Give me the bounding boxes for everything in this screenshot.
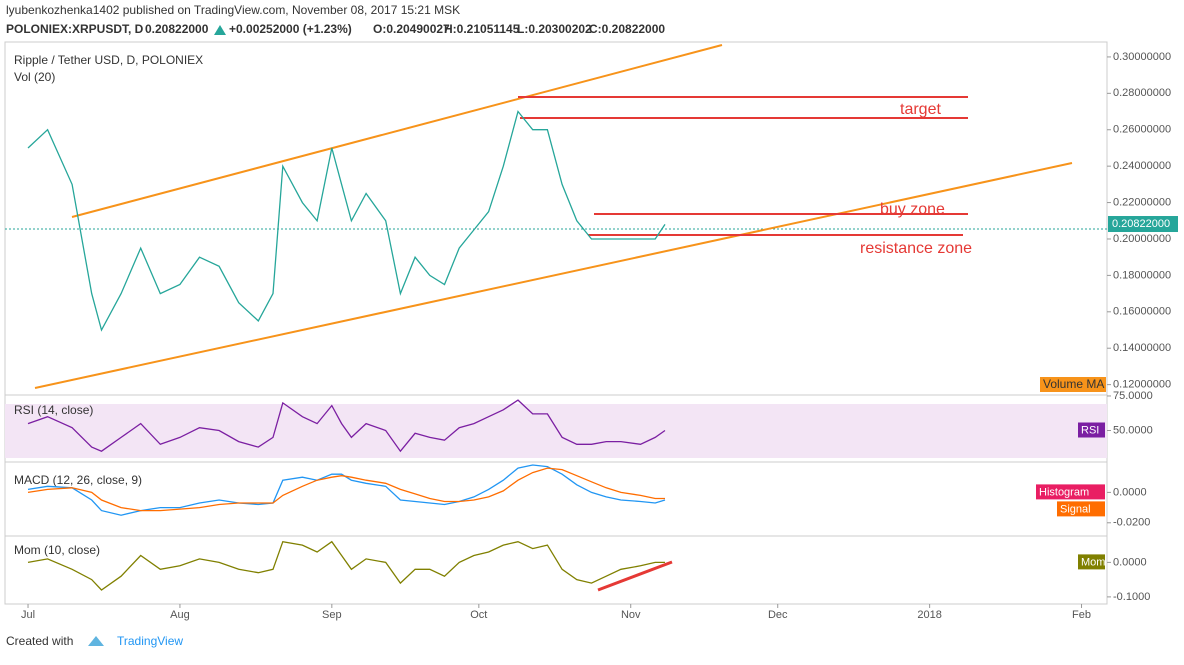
y-tick-label: 0.26000000	[1113, 124, 1171, 136]
up-arrow	[214, 25, 226, 35]
x-tick-label: 2018	[917, 609, 941, 621]
last-value-badge	[1108, 216, 1178, 233]
legend-badge	[1057, 501, 1105, 517]
pane-title: RSI (14, close)	[14, 403, 93, 417]
badge	[1078, 554, 1105, 570]
quote-line: POLONIEX:XRPUSDT, D 0.20822000 +0.002520…	[6, 22, 665, 36]
rsi-band	[5, 404, 1107, 458]
x-tick-label: Dec	[768, 609, 788, 621]
y-tick-label: 0.12000000	[1113, 379, 1171, 391]
y-tick-label: 50.0000	[1113, 424, 1153, 436]
footer-created: Created with	[6, 634, 73, 648]
last-value-label: 0.20822000	[1112, 218, 1170, 230]
chart-frame	[4, 41, 1108, 605]
badge	[1036, 484, 1105, 500]
series-line	[27, 467, 665, 512]
y-tick-label: 0.0000	[1113, 556, 1147, 568]
y-tick-label: -0.1000	[1113, 591, 1150, 603]
x-tick-label: Nov	[621, 609, 641, 621]
badge-label: Mom	[1081, 556, 1105, 568]
y-tick-label: 0.22000000	[1113, 196, 1171, 208]
badge	[1040, 377, 1106, 392]
y-tick-label: 0.14000000	[1113, 342, 1171, 354]
volume-label: Volume MA	[1043, 377, 1104, 391]
series-line	[27, 110, 666, 332]
change: +0.00252000 (+1.23%)	[229, 22, 352, 36]
author-line: lyubenkozhenka1402 published on TradingV…	[6, 3, 460, 17]
badge-label: RSI	[1081, 424, 1099, 436]
legend-label: Signal	[1060, 503, 1091, 515]
annotation: target	[900, 101, 941, 118]
open: O:0.20490027	[373, 22, 450, 36]
y-tick-label: 0.20000000	[1113, 233, 1171, 245]
pane-subtitle: Vol (20)	[14, 70, 55, 84]
series-line	[27, 540, 665, 591]
momentum-trend	[597, 560, 673, 592]
x-tick-label: Feb	[1072, 609, 1091, 621]
high: H:0.21051145	[444, 22, 520, 36]
channel-line	[34, 162, 1073, 389]
annotation: buy zone	[880, 201, 945, 218]
y-tick-label: 75.0000	[1113, 390, 1153, 402]
y-tick-label: 0.0000	[1113, 486, 1147, 498]
frames	[4, 41, 1108, 605]
footer-brand[interactable]: TradingView	[117, 634, 183, 648]
channel-line	[71, 44, 723, 218]
badge	[1078, 422, 1105, 438]
series-line	[27, 399, 666, 453]
y-tick-label: -0.0200	[1113, 517, 1150, 529]
x-tick-label: Aug	[170, 609, 190, 621]
x-tick-label: Jul	[21, 609, 35, 621]
x-tick-label: Sep	[322, 609, 342, 621]
y-tick-label: 0.24000000	[1113, 160, 1171, 172]
logo	[88, 636, 104, 646]
annotation: resistance zone	[860, 240, 972, 257]
x-tick-label: Oct	[470, 609, 487, 621]
badge-label: Histogram	[1039, 486, 1089, 498]
y-tick-label: 0.18000000	[1113, 269, 1171, 281]
y-tick-label: 0.28000000	[1113, 87, 1171, 99]
y-tick-label: 0.30000000	[1113, 51, 1171, 63]
pane-title: Ripple / Tether USD, D, POLONIEX	[14, 53, 203, 67]
drawings	[34, 44, 1073, 592]
symbol: POLONIEX:XRPUSDT, D	[6, 22, 144, 36]
close: C:0.20822000	[589, 22, 665, 36]
pane-title: Mom (10, close)	[14, 543, 100, 557]
low: L:0.20300202	[517, 22, 592, 36]
series-line	[27, 464, 666, 516]
y-tick-label: 0.16000000	[1113, 306, 1171, 318]
pane-title: MACD (12, 26, close, 9)	[14, 473, 142, 487]
price: 0.20822000	[145, 22, 209, 36]
